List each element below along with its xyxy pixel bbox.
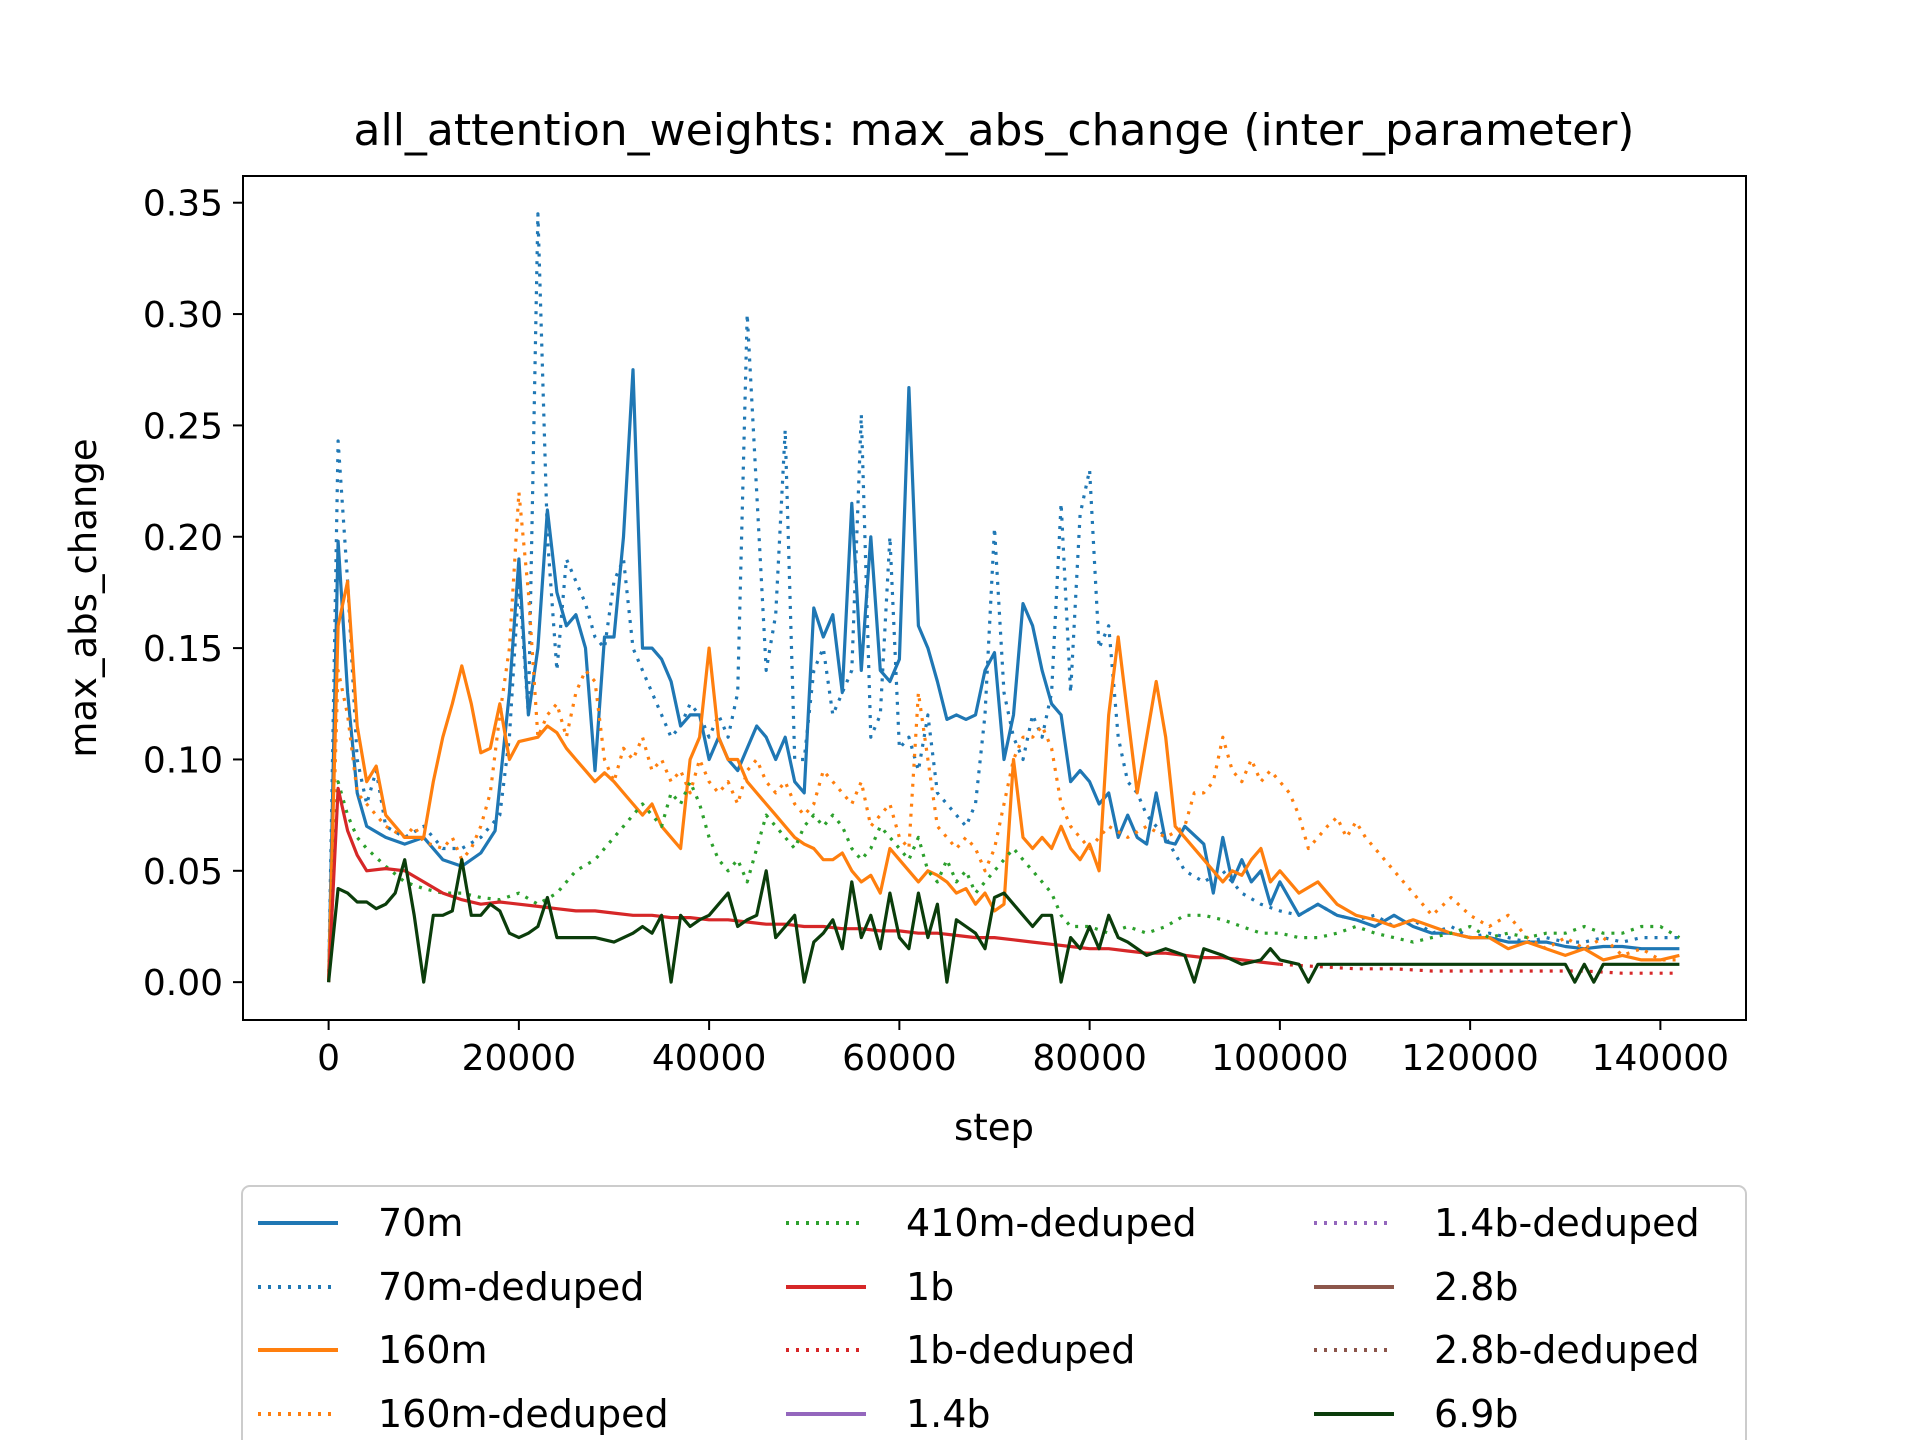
x-axis: 0 20000 40000 60000 80000 100000 120000 140000 bbox=[317, 1020, 1729, 1079]
y-tick-label: 0.35 bbox=[143, 184, 223, 225]
x-tick-label: 0 bbox=[317, 1038, 340, 1079]
plot-frame bbox=[242, 175, 1747, 1021]
x-tick-label: 140000 bbox=[1592, 1038, 1729, 1079]
legend-label: 6.9b bbox=[1434, 1392, 1519, 1436]
series-line-160m-deduped bbox=[327, 490, 1680, 983]
x-tick-label: 20000 bbox=[462, 1038, 577, 1079]
y-tick-label: 0.15 bbox=[143, 629, 223, 670]
y-tick-label: 0.20 bbox=[143, 518, 223, 559]
legend: 70m 70m-deduped 160m 160m-deduped 410m-dedup… bbox=[241, 1185, 1747, 1440]
y-tick-label: 0.00 bbox=[143, 963, 223, 1004]
y-tick-label: 0.25 bbox=[143, 406, 223, 447]
series-line-410m-deduped bbox=[327, 780, 1681, 983]
x-axis-label: step bbox=[954, 1106, 1034, 1149]
series-line-1b bbox=[327, 786, 1281, 983]
x-tick-label: 80000 bbox=[1032, 1038, 1147, 1079]
x-tick-label: 100000 bbox=[1211, 1038, 1348, 1079]
series-line-70m-deduped bbox=[327, 212, 1680, 983]
legend-label: 2.8b-deduped bbox=[1434, 1328, 1700, 1372]
legend-label: 160m-deduped bbox=[378, 1392, 669, 1436]
series-line-6-9b bbox=[327, 858, 1680, 984]
y-tick-label: 0.30 bbox=[143, 295, 223, 336]
x-tick-label: 40000 bbox=[652, 1038, 767, 1079]
legend-frame bbox=[241, 1185, 1747, 1440]
series-line-160m bbox=[327, 579, 1680, 983]
x-tick-label: 60000 bbox=[842, 1038, 957, 1079]
legend-label: 410m-deduped bbox=[906, 1201, 1197, 1245]
legend-label: 1.4b-deduped bbox=[1434, 1201, 1700, 1245]
legend-label: 70m-deduped bbox=[378, 1265, 644, 1309]
legend-label: 1b-deduped bbox=[906, 1328, 1135, 1372]
y-axis-label: max_abs_change bbox=[62, 438, 105, 757]
x-tick-label: 120000 bbox=[1401, 1038, 1538, 1079]
legend-label: 70m bbox=[378, 1201, 463, 1245]
y-tick-label: 0.10 bbox=[143, 740, 223, 781]
legend-label: 160m bbox=[378, 1328, 488, 1372]
chart-title: all_attention_weights: max_abs_change (i… bbox=[354, 105, 1635, 156]
legend-label: 1b bbox=[906, 1265, 954, 1309]
plot-area bbox=[327, 212, 1681, 984]
y-tick-label: 0.05 bbox=[143, 852, 223, 893]
series-line-70m bbox=[327, 368, 1680, 983]
y-axis: 0.00 0.05 0.10 0.15 0.20 0.25 0.30 0.35 bbox=[143, 184, 243, 1004]
legend-label: 1.4b bbox=[906, 1392, 991, 1436]
legend-label: 2.8b bbox=[1434, 1265, 1519, 1309]
